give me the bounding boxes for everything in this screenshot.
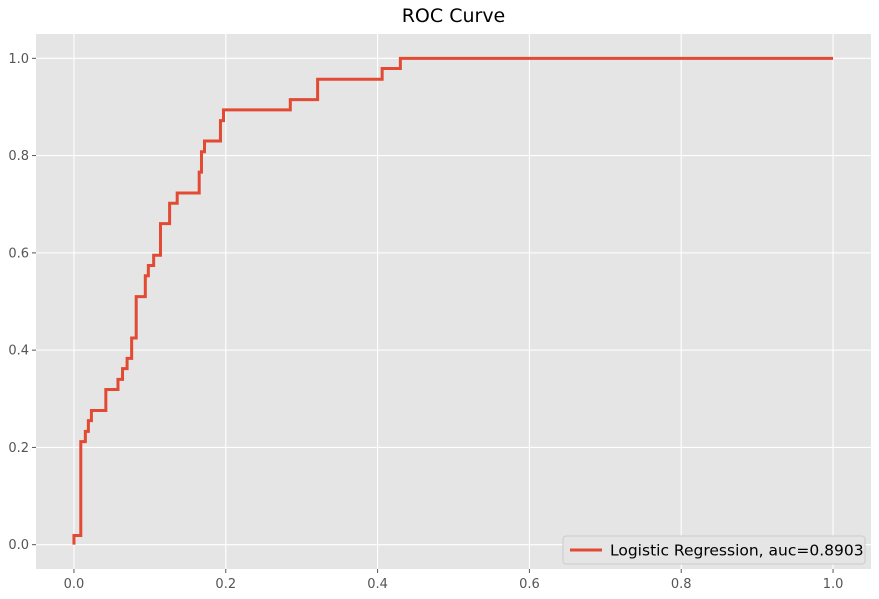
y-tick-label: 0.2: [8, 441, 29, 456]
y-tick-label: 0.4: [8, 344, 29, 359]
grid: [36, 34, 871, 569]
legend: Logistic Regression, auc=0.8903: [562, 535, 866, 565]
x-axis-ticks: 0.0 0.2 0.4 0.6 0.8 1.0: [64, 569, 844, 592]
y-tick-label: 0.6: [8, 246, 29, 261]
roc-curve-line: [72, 56, 834, 545]
y-tick-label: 1.0: [8, 52, 29, 67]
x-tick-label: 0.6: [519, 577, 540, 592]
x-tick-label: 0.0: [64, 577, 85, 592]
x-tick-label: 0.8: [671, 577, 692, 592]
y-tick-label: 0.0: [8, 538, 29, 553]
y-tick-label: 0.8: [8, 149, 29, 164]
x-tick-label: 0.4: [367, 577, 388, 592]
plot-area: [36, 34, 871, 569]
legend-label: Logistic Regression, auc=0.8903: [610, 542, 864, 560]
legend-box: [562, 535, 866, 565]
series-layer: [72, 56, 834, 545]
x-tick-label: 0.2: [215, 577, 236, 592]
chart-title: ROC Curve: [402, 5, 506, 27]
x-tick-label: 1.0: [823, 577, 844, 592]
y-axis-ticks: 0.0 0.2 0.4 0.6 0.8 1.0: [8, 52, 36, 553]
